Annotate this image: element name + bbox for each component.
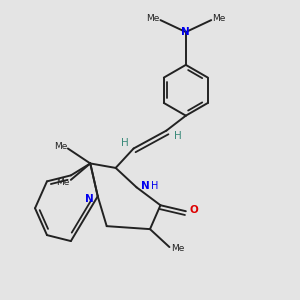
Text: Me: Me xyxy=(56,178,70,187)
Text: Me: Me xyxy=(212,14,225,23)
Text: N: N xyxy=(182,27,190,37)
Text: N: N xyxy=(140,181,149,191)
Text: N: N xyxy=(85,194,94,204)
Text: Me: Me xyxy=(171,244,184,253)
Text: H: H xyxy=(175,131,182,141)
Text: H: H xyxy=(151,181,158,191)
Text: O: O xyxy=(190,205,199,215)
Text: H: H xyxy=(121,138,128,148)
Text: Me: Me xyxy=(146,14,160,23)
Text: Me: Me xyxy=(54,142,67,151)
